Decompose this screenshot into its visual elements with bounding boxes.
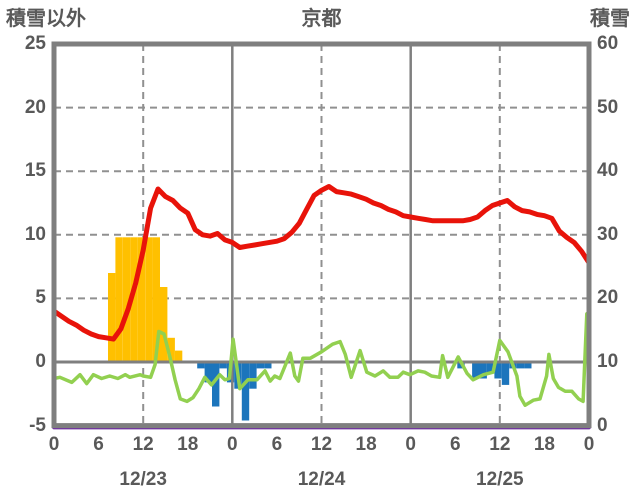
x-axis-tick-label: 18	[355, 434, 377, 455]
right-axis-tick-label: 20	[597, 287, 619, 309]
orange-bars-bar	[108, 273, 116, 362]
orange-bars-bar	[122, 237, 131, 362]
right-axis-tick-label: 60	[597, 33, 619, 54]
blue-bars-bar	[524, 362, 532, 369]
orange-bars-bar	[174, 350, 183, 362]
right-axis-tick-label: 50	[597, 96, 619, 118]
blue-bars-bar	[197, 362, 205, 369]
blue-bars-bar	[249, 362, 257, 389]
right-axis-title: 積雪	[590, 8, 630, 30]
orange-bars-bar	[137, 237, 146, 362]
right-axis-tick-label: 40	[597, 160, 619, 182]
orange-bars-bar	[145, 237, 153, 362]
left-axis-tick-label: 10	[24, 223, 46, 245]
date-label: 12/24	[297, 469, 346, 490]
x-axis-tick-label: 12	[489, 434, 511, 455]
blue-bars-bar	[204, 362, 212, 383]
left-axis-tick-label: 5	[35, 287, 46, 309]
x-axis-tick-label: 12	[310, 434, 333, 455]
date-label: 12/23	[119, 469, 167, 490]
blue-bars-bar	[256, 362, 264, 369]
blue-bars-bar	[494, 362, 502, 379]
left-axis-tick-label: -5	[29, 414, 46, 436]
right-axis-tick-label: 0	[597, 414, 608, 436]
orange-bars-bar	[167, 337, 175, 362]
left-axis-title: 積雪以外	[6, 8, 86, 30]
orange-bars-bar	[152, 237, 160, 362]
blue-bars-bar	[479, 362, 487, 379]
left-axis-tick-label: 20	[24, 96, 46, 118]
blue-bars-bar	[501, 362, 510, 385]
x-axis-tick-label: 6	[93, 434, 104, 455]
orange-bars-bar	[160, 287, 168, 362]
right-axis-tick-label: 30	[597, 223, 619, 245]
blue-bars-bar	[212, 362, 220, 407]
x-axis-tick-label: 18	[533, 434, 555, 455]
red-line	[51, 184, 592, 342]
blue-bars-bar	[472, 362, 480, 379]
blue-bars-bar	[487, 362, 495, 374]
orange-bars-bar	[130, 237, 138, 362]
plot-border	[51, 41, 592, 429]
x-axis-tick-label: 6	[271, 434, 283, 455]
station-title: 京都	[301, 8, 342, 30]
blue-bars-bar	[241, 362, 250, 421]
left-axis-tick-label: 0	[35, 351, 46, 372]
blue-bars-bar	[516, 362, 525, 369]
orange-bars-bar	[115, 237, 123, 362]
right-axis-tick-label: 10	[597, 351, 619, 372]
blue-bars-bar	[219, 362, 227, 369]
left-axis-tick-label: 25	[24, 33, 46, 54]
x-axis-tick-label: 0	[227, 434, 238, 455]
green-line	[52, 310, 591, 407]
x-axis-tick-label: 6	[449, 434, 461, 455]
date-label: 12/25	[476, 469, 524, 490]
blue-bars-bar	[264, 362, 272, 369]
x-axis-tick-label: 0	[48, 434, 60, 455]
x-axis-tick-label: 12	[132, 434, 154, 455]
x-axis-tick-label: 0	[405, 434, 416, 455]
x-axis-tick-label: 18	[177, 434, 199, 455]
x-axis-tick-label: 0	[583, 434, 595, 455]
left-axis-tick-label: 15	[24, 160, 46, 182]
